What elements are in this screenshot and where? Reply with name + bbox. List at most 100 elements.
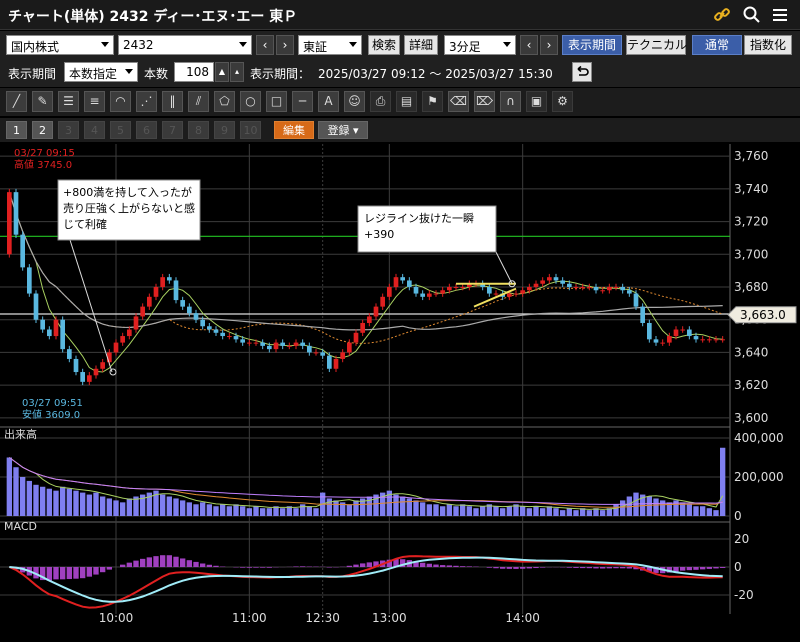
volume-bar [140, 494, 146, 516]
candle-body [140, 306, 145, 317]
chart-tab-1[interactable]: 1 [6, 121, 27, 139]
register-button[interactable]: 登録 ▾ [318, 121, 368, 139]
period-button[interactable]: 表示期間 [562, 35, 622, 55]
candle-body [533, 283, 539, 287]
count-input[interactable]: 108 [174, 62, 214, 82]
macd-hist-bar [593, 567, 599, 569]
interval-select[interactable]: 3分足 [444, 35, 516, 55]
chart-area[interactable]: 3,7603,7403,7203,7003,6803,6603,6403,620… [0, 144, 800, 642]
chart-tab-5[interactable]: 5 [110, 121, 131, 139]
fan-tool-icon[interactable]: ⋰ [136, 91, 157, 112]
volume-bar [553, 508, 559, 516]
candle-body [560, 280, 565, 284]
next-interval-button[interactable]: › [540, 35, 558, 55]
candle-body [53, 319, 59, 337]
exchange-select[interactable]: 東証 [298, 35, 362, 55]
macd-hist-bar [653, 567, 659, 573]
volume-bar [80, 492, 86, 516]
hlines-tool-icon[interactable]: ☰ [58, 91, 79, 112]
volume-bar [720, 447, 726, 516]
macd-hist-bar [326, 567, 332, 568]
candle-body [653, 339, 659, 343]
search-icon[interactable] [742, 5, 762, 25]
chart-tab-10[interactable]: 10 [240, 121, 261, 139]
icon-tool-icon[interactable]: ☺ [344, 91, 365, 112]
magnet-tool-icon[interactable]: ∩ [500, 91, 521, 112]
candle-body [420, 293, 425, 297]
chart-tab-3[interactable]: 3 [58, 121, 79, 139]
volume-bar [413, 500, 419, 516]
macd-hist-bar [353, 564, 359, 567]
normal-mode-button[interactable]: 通常 [692, 35, 742, 55]
hline-tool-icon[interactable]: ─ [292, 91, 313, 112]
market-select[interactable]: 国内株式 [6, 35, 114, 55]
prev-interval-button[interactable]: ‹ [520, 35, 538, 55]
chart-tab-4[interactable]: 4 [84, 121, 105, 139]
volume-bar [466, 506, 472, 516]
lock-tool-icon[interactable]: ▣ [526, 91, 547, 112]
settings-tool-icon[interactable]: ⚙ [552, 91, 573, 112]
prev-code-button[interactable]: ‹ [256, 35, 274, 55]
arc-tool-icon[interactable]: ◠ [110, 91, 131, 112]
candle-body [273, 342, 279, 350]
index-mode-button[interactable]: 指数化 [744, 35, 792, 55]
macd-hist-bar [173, 556, 179, 567]
note2-text: レジライン抜けた一瞬 [364, 211, 474, 225]
technical-button[interactable]: テクニカル [626, 35, 687, 55]
line-tool-icon[interactable]: ╱ [6, 91, 27, 112]
code-input[interactable]: 2432 [118, 35, 252, 55]
ma-long-line [8, 192, 723, 331]
period-mode-select[interactable]: 本数指定 [64, 62, 138, 82]
eraser-tool-icon[interactable]: ⌫ [448, 91, 469, 112]
macd-hist-bar [433, 564, 439, 567]
macd-hist-bar [146, 557, 152, 567]
candle-body [187, 306, 192, 314]
count-stepper[interactable]: ▲ [215, 62, 229, 82]
chart-tab-8[interactable]: 8 [188, 121, 209, 139]
search-button[interactable]: 検索 [368, 35, 400, 55]
vlines-tool-icon[interactable]: ‖ [162, 91, 183, 112]
link-icon[interactable] [712, 5, 732, 25]
circle-tool-icon[interactable]: ○ [240, 91, 261, 112]
text-tool-icon[interactable]: A [318, 91, 339, 112]
volume-bar [546, 506, 552, 516]
rect-tool-icon[interactable]: □ [266, 91, 287, 112]
pentagon-tool-icon[interactable]: ⬠ [214, 91, 235, 112]
edit-button[interactable]: 編集 [274, 121, 314, 139]
time-label: 13:00 [372, 611, 407, 625]
hlines2-tool-icon[interactable]: ≡ [84, 91, 105, 112]
volume-bar [26, 480, 32, 516]
candle-body [713, 339, 719, 341]
stamp-tool-icon[interactable]: ⎙ [370, 91, 391, 112]
volume-bar [706, 508, 712, 516]
menu-icon[interactable] [770, 5, 790, 25]
macd-hist-bar [300, 566, 306, 567]
reset-range-button[interactable] [572, 62, 592, 82]
candle-body [320, 352, 325, 356]
chart-tab-6[interactable]: 6 [136, 121, 157, 139]
macd-hist-bar [266, 567, 272, 568]
detail-button[interactable]: 詳細 [404, 35, 438, 55]
candle-body [387, 287, 392, 297]
volume-bar [53, 490, 59, 516]
chart-tab-7[interactable]: 7 [162, 121, 183, 139]
volume-bar [260, 508, 266, 516]
drawing-toolbar: ╱ ✎ ☰ ≡ ◠ ⋰ ‖ ⫽ ⬠ ○ □ ─ A ☺ ⎙ ▤ ⚑ ⌫ ⌦ ∩ ▣ ⚙ [0, 88, 800, 116]
pencil-tool-icon[interactable]: ✎ [32, 91, 53, 112]
volume-bar [133, 496, 139, 516]
flag-tool-icon[interactable]: ⚑ [422, 91, 443, 112]
eraser-all-tool-icon[interactable]: ⌦ [474, 91, 495, 112]
candle-body [27, 267, 32, 294]
memo-tool-icon[interactable]: ▤ [396, 91, 417, 112]
next-code-button[interactable]: › [276, 35, 294, 55]
chart-tab-9[interactable]: 9 [214, 121, 235, 139]
candle-body [367, 316, 372, 323]
volume-bar [373, 494, 379, 516]
titlebar: チャート(単体) 2432 ディー･エヌ･エー 東Ｐ [0, 0, 800, 30]
note2-pointer [495, 251, 513, 284]
volume-bar [333, 500, 339, 516]
candle-body [673, 329, 679, 337]
count-up-button[interactable]: ▴ [230, 62, 244, 82]
gann-tool-icon[interactable]: ⫽ [188, 91, 209, 112]
chart-tab-2[interactable]: 2 [32, 121, 53, 139]
